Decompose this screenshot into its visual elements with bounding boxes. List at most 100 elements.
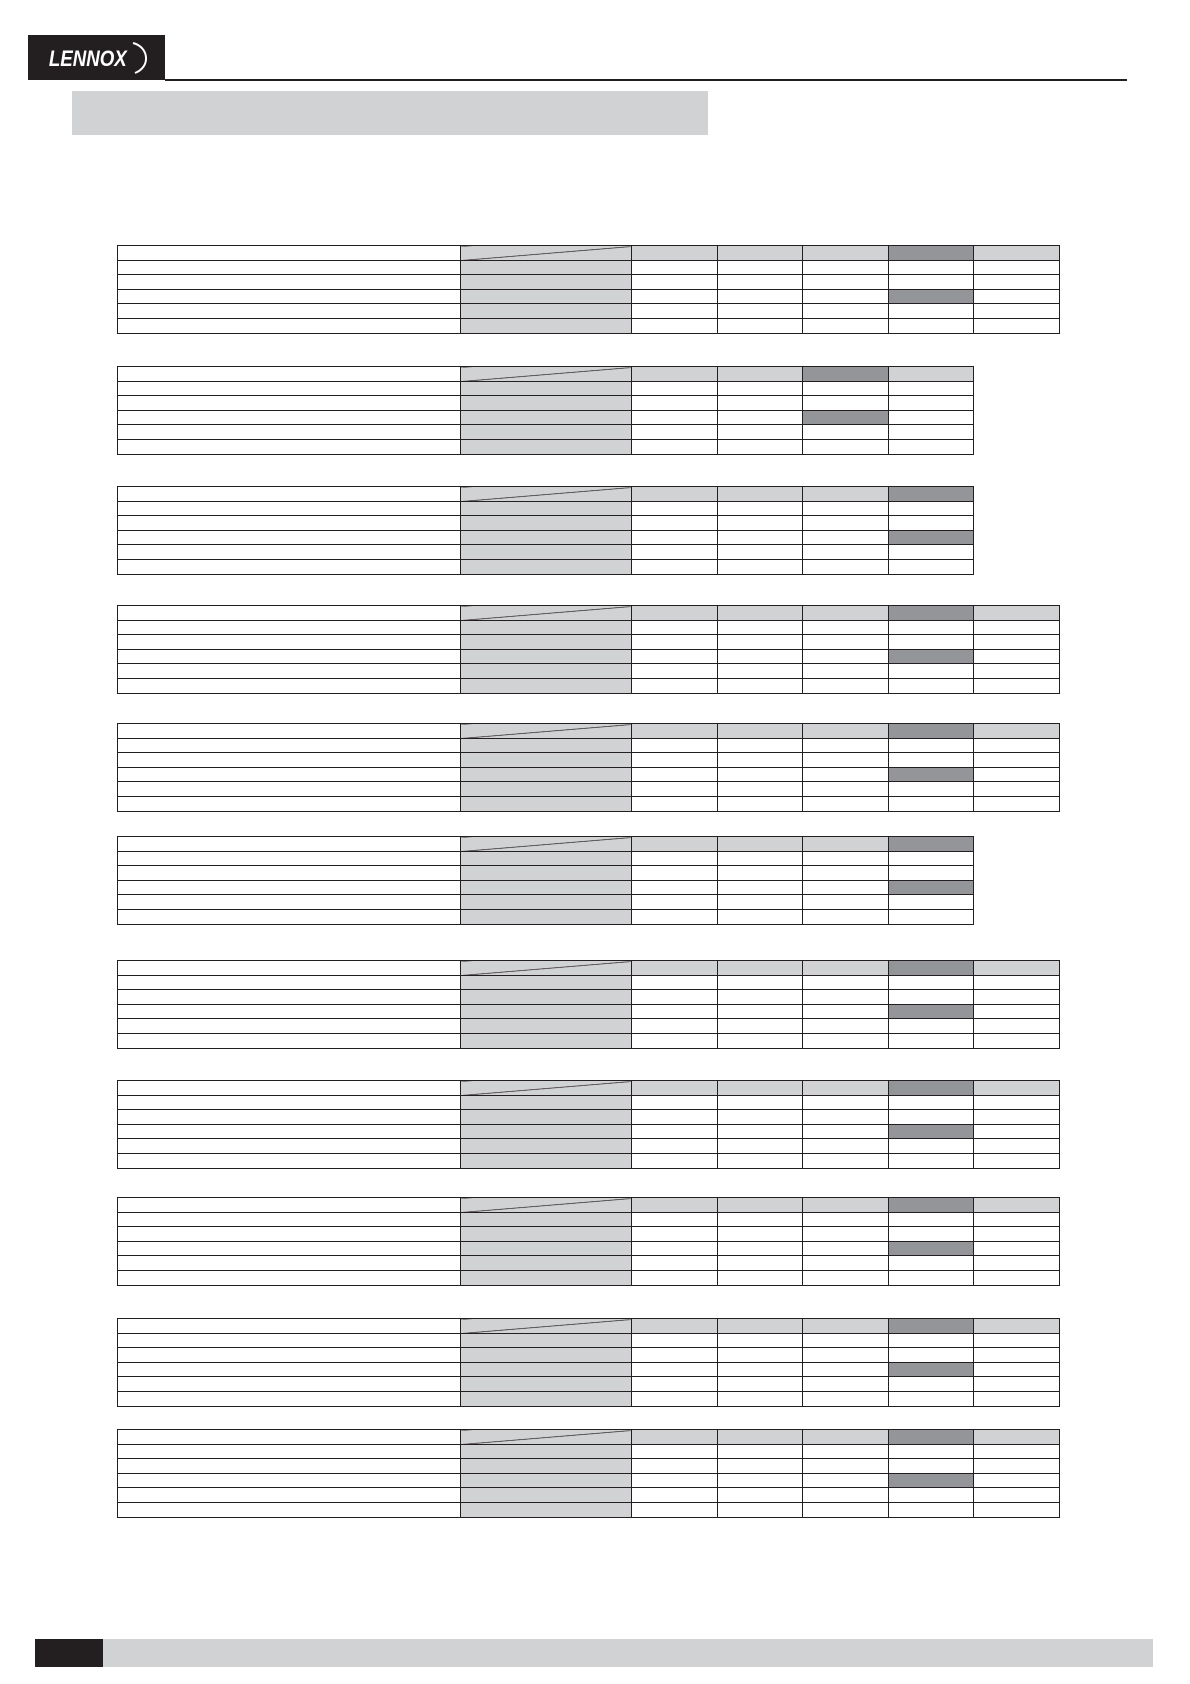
value-cell [887,544,974,560]
value-cell [716,1376,803,1392]
value-cell [973,288,1060,305]
unit-cell [460,1269,632,1286]
diagonal-header-cell [460,960,632,976]
table-row [117,677,1060,694]
value-cell [887,663,974,679]
value-cell [887,865,974,881]
row-label-cell [117,795,461,812]
table-row [117,303,1060,319]
value-cell [716,1138,803,1154]
value-cell [716,529,803,546]
value-cell [716,1443,803,1460]
value-cell [716,1240,803,1257]
model-header-cell [802,245,889,261]
value-cell [716,1094,803,1111]
table-row [117,1458,1060,1474]
table-row [117,1152,1060,1169]
table-header-row [117,836,974,852]
unit-cell [460,619,632,636]
value-cell [716,1458,803,1474]
unit-cell [460,424,632,440]
unit-cell [460,1255,632,1271]
section-title-bar [72,91,708,135]
value-cell [887,380,974,397]
table-row [117,544,974,560]
value-cell [802,781,889,797]
unit-cell [460,1443,632,1460]
model-header-cell [973,960,1060,976]
value-cell [802,380,889,397]
table-row [117,1501,1060,1518]
value-cell [802,974,889,991]
model-header-cell [802,366,889,382]
diagonal-header-cell [460,245,632,261]
value-cell [887,1032,974,1049]
table-header-row [117,1318,1060,1334]
row-label-cell [117,1361,461,1378]
value-cell [716,894,803,910]
spec-table [117,605,1060,694]
row-label-cell [117,908,461,925]
value-cell [887,515,974,531]
model-header-cell [631,836,718,852]
row-label-cell [117,781,461,797]
unit-cell [460,974,632,991]
row-label-cell [117,1376,461,1392]
value-cell [973,1152,1060,1169]
row-label-cell [117,1197,461,1213]
row-label-cell [117,438,461,455]
table-row [117,288,1060,305]
table-row [117,409,974,426]
table-row [117,515,974,531]
value-cell [802,1458,889,1474]
diagonal-header-cell [460,605,632,621]
table-row [117,737,1060,754]
row-label-cell [117,850,461,867]
value-cell [887,1109,974,1125]
value-cell [802,303,889,319]
value-cell [716,424,803,440]
value-cell [716,1018,803,1034]
row-label-cell [117,1094,461,1111]
value-cell [802,894,889,910]
value-cell [802,1390,889,1407]
model-header-cell [887,1080,974,1096]
table-row [117,529,974,546]
value-cell [631,1094,718,1111]
value-cell [631,1332,718,1349]
value-cell [973,1094,1060,1111]
value-cell [973,1211,1060,1228]
value-cell [887,1458,974,1474]
model-header-cell [973,1318,1060,1334]
value-cell [802,1332,889,1349]
value-cell [716,619,803,636]
table-row [117,1138,1060,1154]
model-header-cell [802,486,889,502]
table-row [117,1018,1060,1034]
value-cell [802,529,889,546]
value-cell [716,515,803,531]
value-cell [716,500,803,517]
model-header-cell [973,245,1060,261]
value-cell [973,1347,1060,1363]
value-cell [802,544,889,560]
value-cell [887,317,974,334]
row-label-cell [117,766,461,783]
unit-cell [460,1240,632,1257]
table-header-row [117,1080,1060,1096]
table-row [117,1109,1060,1125]
svg-text:LENNOX: LENNOX [48,47,127,71]
value-cell [716,879,803,896]
value-cell [887,908,974,925]
value-cell [631,1443,718,1460]
model-header-cell [802,1429,889,1445]
unit-cell [460,1390,632,1407]
value-cell [802,409,889,426]
diagonal-header-cell [460,1080,632,1096]
value-cell [887,424,974,440]
model-header-cell [631,1080,718,1096]
row-label-cell [117,486,461,502]
value-cell [887,781,974,797]
row-label-cell [117,1255,461,1271]
spec-table [117,836,974,925]
